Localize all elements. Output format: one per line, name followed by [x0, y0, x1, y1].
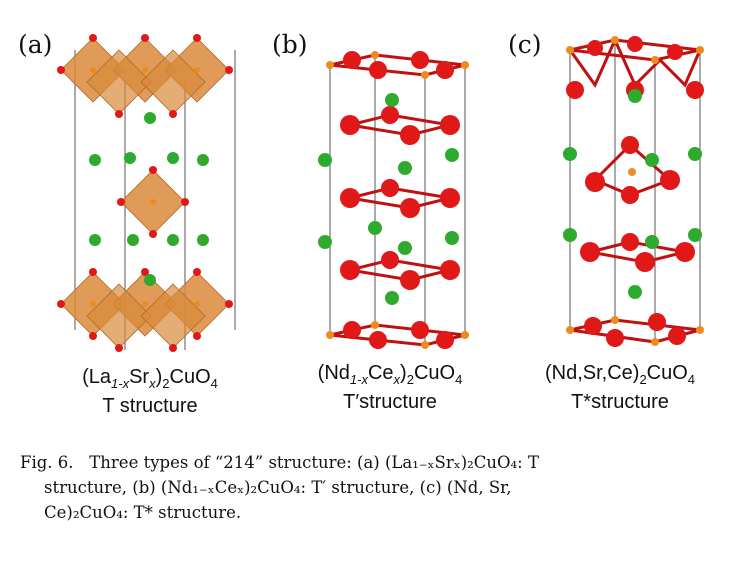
t-star-structure-diagram: [563, 36, 704, 347]
figure-caption: Fig. 6. Three types of “214” structure: …: [20, 450, 720, 525]
caption-line-1: Three types of “214” structure: (a) (La₁…: [89, 453, 539, 472]
t-structure-diagram: [57, 34, 236, 352]
panel-label-a: (a): [18, 30, 53, 59]
caption-line-2: structure, (b) (Nd₁₋ₓCeₓ)₂CuO₄: T′ struc…: [44, 478, 512, 497]
panel-label-c: (c): [508, 30, 542, 59]
formula-b: (Nd1-xCex)2CuO4 T′structure: [270, 362, 510, 413]
structure-name-b: T′structure: [343, 391, 437, 413]
panel-label-b: (b): [272, 30, 308, 59]
caption-fig-label: Fig. 6.: [20, 453, 74, 472]
formula-c: (Nd,Sr,Ce)2CuO4 T*structure: [500, 362, 740, 413]
structure-name-a: T structure: [102, 395, 198, 417]
structure-name-c: T*structure: [571, 391, 669, 413]
t-prime-structure-diagram: [318, 51, 469, 349]
formula-a: (La1-xSrx)2CuO4 T structure: [30, 366, 270, 417]
caption-line-3: Ce)₂CuO₄: T* structure.: [44, 503, 242, 522]
